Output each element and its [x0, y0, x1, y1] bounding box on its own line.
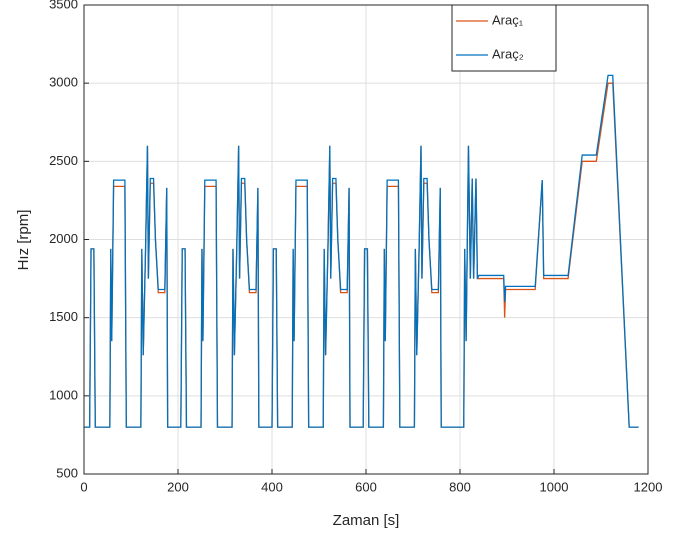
y-tick-label: 2500 [49, 153, 78, 168]
y-tick-label: 1000 [49, 387, 78, 402]
y-tick-label: 2000 [49, 231, 78, 246]
y-tick-label: 3000 [49, 75, 78, 90]
x-tick-label: 200 [167, 479, 189, 494]
plot-frame [83, 4, 649, 475]
line-series [84, 74, 639, 428]
x-tick-label: 400 [261, 479, 283, 494]
x-tick-label: 600 [355, 479, 377, 494]
legend-label: Araç₁ [492, 12, 524, 27]
y-tick-label: 1500 [49, 309, 78, 324]
x-axis-label: Zaman [s] [333, 512, 400, 529]
legend-box [451, 4, 557, 72]
y-tick-label: 3500 [49, 0, 78, 11]
y-axis-label: Hız [rpm] [15, 210, 32, 271]
y-tick-label: 500 [56, 465, 78, 480]
x-tick-label: 800 [449, 479, 471, 494]
x-tick-label: 1200 [634, 479, 663, 494]
x-tick-label: 0 [80, 479, 87, 494]
x-tick-label: 1000 [540, 479, 569, 494]
legend-label: Araç₂ [492, 46, 524, 61]
